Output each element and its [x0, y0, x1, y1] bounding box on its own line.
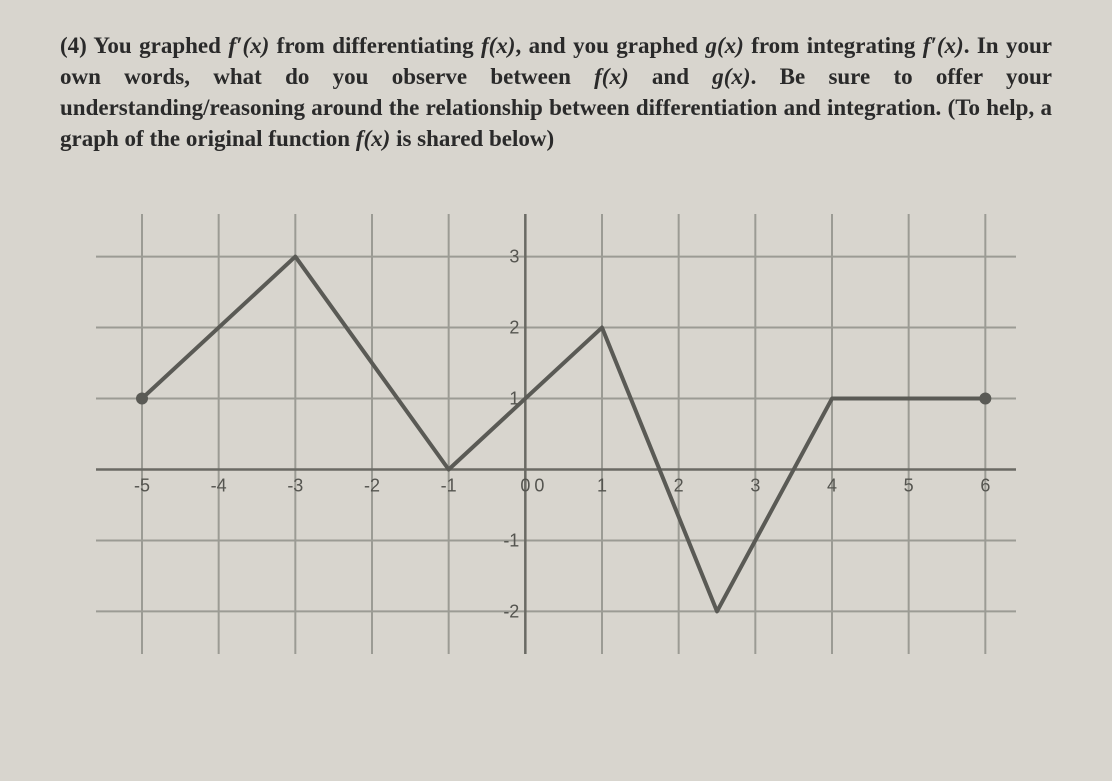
svg-text:-5: -5	[134, 476, 150, 496]
svg-text:-2: -2	[503, 602, 519, 622]
math-expr: f′(x)	[923, 33, 964, 58]
svg-text:1: 1	[597, 476, 607, 496]
math-expr: f′(x)	[228, 33, 269, 58]
svg-text:5: 5	[904, 476, 914, 496]
svg-text:4: 4	[827, 476, 837, 496]
endpoint-dot	[979, 393, 991, 405]
svg-text:3: 3	[750, 476, 760, 496]
svg-text:3: 3	[509, 247, 519, 267]
svg-text:-1: -1	[503, 531, 519, 551]
math-expr: f(x)	[481, 33, 515, 58]
svg-text:2: 2	[674, 476, 684, 496]
svg-text:6: 6	[980, 476, 990, 496]
math-expr: f(x)	[356, 126, 390, 151]
fx-polyline	[142, 257, 985, 612]
fx-graph: -5-4-3-2-101234560-2-1123	[96, 214, 1016, 654]
svg-text:-1: -1	[441, 476, 457, 496]
svg-text:-4: -4	[211, 476, 227, 496]
svg-text:0: 0	[534, 476, 544, 496]
question-text: (4) You graphed f′(x) from differentiati…	[60, 30, 1052, 154]
endpoint-dot	[136, 393, 148, 405]
math-expr: g(x)	[706, 33, 744, 58]
svg-text:-3: -3	[287, 476, 303, 496]
chart-container: -5-4-3-2-101234560-2-1123	[60, 214, 1052, 654]
svg-text:0: 0	[520, 476, 530, 496]
math-expr: g(x)	[712, 64, 750, 89]
svg-text:2: 2	[509, 318, 519, 338]
math-expr: f(x)	[594, 64, 628, 89]
svg-text:-2: -2	[364, 476, 380, 496]
question-number: (4)	[60, 33, 93, 58]
